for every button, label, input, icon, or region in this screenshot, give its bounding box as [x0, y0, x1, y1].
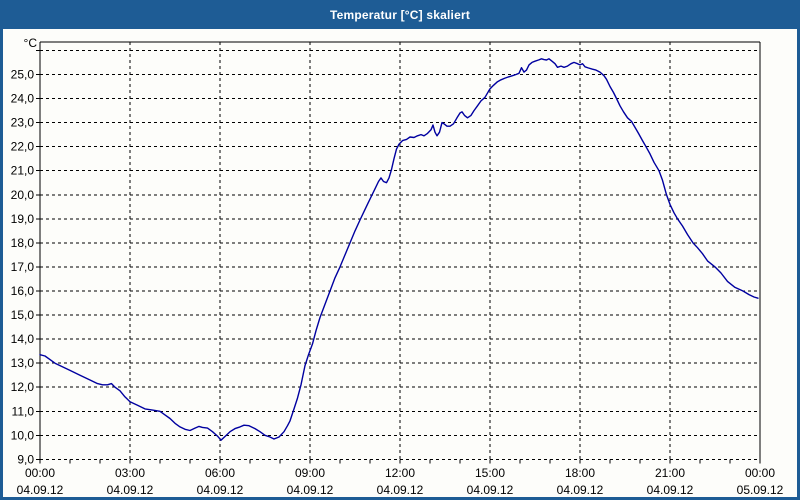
x-tick-time-label: 12:00 [385, 466, 415, 480]
y-tick-label: 19,0 [11, 212, 35, 226]
y-tick-label: 15,0 [11, 308, 35, 322]
x-tick-time-label: 06:00 [205, 466, 235, 480]
y-tick-label: 22,0 [11, 140, 35, 154]
y-tick-label: 24,0 [11, 92, 35, 106]
window-title: Temperatur [°C] skaliert [329, 7, 471, 22]
window-border-right [797, 0, 800, 500]
x-tick-time-label: 03:00 [115, 466, 145, 480]
x-tick-date-label: 04.09.12 [377, 483, 424, 497]
x-tick-date-label: 04.09.12 [197, 483, 244, 497]
x-tick-time-label: 18:00 [565, 466, 595, 480]
x-tick-time-label: 00:00 [745, 466, 775, 480]
x-tick-date-label: 04.09.12 [647, 483, 694, 497]
y-tick-label: 17,0 [11, 260, 35, 274]
window-border-left [0, 0, 3, 500]
temperature-line [39, 58, 759, 441]
window-titlebar[interactable]: Temperatur [°C] skaliert [0, 0, 800, 29]
x-tick-time-label: 21:00 [655, 466, 685, 480]
y-tick-label: 23,0 [11, 116, 35, 130]
x-tick-time-label: 15:00 [475, 466, 505, 480]
x-tick-time-label: 09:00 [295, 466, 325, 480]
y-tick-label: 20,0 [11, 188, 35, 202]
x-tick-date-label: 04.09.12 [467, 483, 514, 497]
y-tick-label: 12,0 [11, 380, 35, 394]
x-tick-date-label: 04.09.12 [287, 483, 334, 497]
x-tick-date-label: 04.09.12 [107, 483, 154, 497]
y-tick-label: 13,0 [11, 356, 35, 370]
y-tick-label: 14,0 [11, 332, 35, 346]
y-tick-label: 18,0 [11, 236, 35, 250]
y-tick-label: 11,0 [12, 404, 35, 418]
y-axis-unit-label: °C [24, 36, 38, 50]
y-tick-label: 25,0 [11, 67, 35, 81]
y-tick-label: 9,0 [17, 452, 34, 466]
x-tick-date-label: 04.09.12 [557, 483, 604, 497]
x-tick-time-label: 00:00 [25, 466, 55, 480]
x-tick-date-label: 05.09.12 [737, 483, 784, 497]
y-tick-label: 16,0 [11, 284, 35, 298]
y-tick-label: 10,0 [11, 428, 35, 442]
x-tick-date-label: 04.09.12 [17, 483, 64, 497]
y-tick-label: 21,0 [11, 164, 35, 178]
window-border-bottom [0, 497, 800, 500]
